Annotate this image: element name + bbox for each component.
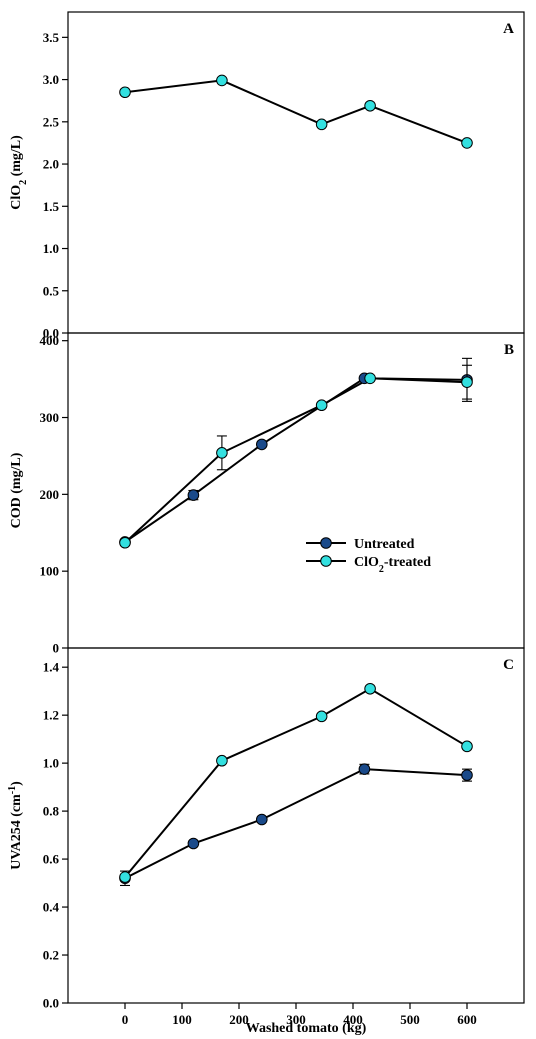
series-line-untreated [124,377,468,543]
y-tick-label: 3.0 [43,72,59,87]
y-tick-label: 1.4 [43,660,60,675]
x-tick-label: 300 [286,1012,306,1027]
y-axis-title: ClO2 (mg/L) [9,135,29,210]
y-tick-label: 2.0 [43,157,59,172]
data-point-untreated [256,813,268,826]
y-tick-label: 1.0 [43,756,59,771]
data-point-clo2_treated [364,682,376,695]
data-point-clo2_treated [461,137,473,149]
panel-c: 0.0 0.2 0.4 0.6 0.8 1.0 1.2 1.4 0 100 200 300 400 500… [7,647,525,1036]
data-point-clo2_treated [216,447,228,459]
y-axis-title: COD (mg/L) [9,452,24,528]
x-tick-label: 500 [400,1012,420,1027]
data-point-clo2_treated [315,118,328,131]
data-point-clo2_treated [119,86,131,99]
data-point-untreated [358,763,371,775]
y-tick-label: 0.2 [43,948,59,963]
data-point-clo2_treated [119,871,131,883]
y-tick-label: 0.6 [43,852,60,867]
y-tick-label: 0.0 [43,996,59,1011]
y-tick-label: 1.5 [43,199,60,214]
x-tick-label: 600 [457,1012,477,1027]
y-tick-label: 0.4 [43,900,60,915]
y-tick-label: 300 [40,410,60,425]
data-point-clo2_treated [461,740,473,753]
plot-frame [67,11,525,334]
legend-label-clo2_treated: ClO2-treated [354,555,431,575]
data-point-clo2_treated [315,399,328,412]
panel-a: 0.0 0.5 1.0 1.5 2.0 2.5 3.0 3.5 ClO2 (mg/L) A [9,11,525,341]
data-point-clo2_treated [315,710,328,723]
legend-label-untreated: Untreated [354,537,415,552]
y-tick-label: 0 [53,641,60,656]
series-line-clo2_treated [124,687,468,878]
legend-marker-clo2_treated [320,555,332,567]
plot-frame [67,647,525,1004]
panel-label: A [503,21,514,37]
data-point-clo2_treated [216,74,228,87]
y-tick-label: 400 [40,333,60,348]
series-line-untreated [124,768,468,880]
data-point-clo2_treated [119,536,131,549]
y-tick-label: 1.2 [43,708,59,723]
data-point-clo2_treated [364,99,376,112]
panel-label: B [504,342,514,358]
y-tick-label: 0.5 [43,283,60,298]
y-tick-label: 3.5 [43,30,60,45]
data-point-untreated [256,438,268,451]
y-tick-label: 100 [40,564,60,579]
panel-label: C [503,657,514,673]
y-tick-label: 1.0 [43,241,59,256]
data-point-untreated [461,769,473,781]
x-axis-title: Washed tomato (kg) [246,1021,367,1036]
y-tick-label: 0.8 [43,804,60,819]
data-point-untreated [187,489,200,501]
data-point-clo2_treated [364,372,376,385]
panel-b: 0 100 200 300 400 COD (mg/L) B Untreated ClO2-tr… [9,332,525,656]
series-line-clo2_treated [124,377,468,544]
x-tick-label: 0 [122,1012,129,1027]
y-tick-label: 0.0 [43,326,59,341]
series-line-clo2_treated [124,79,468,144]
data-point-clo2_treated [461,376,473,388]
y-axis-title: UVA254 (cm-1) [7,781,25,870]
x-tick-label: 200 [229,1012,249,1027]
x-tick-label: 100 [172,1012,192,1027]
data-point-clo2_treated [216,754,228,767]
y-tick-label: 200 [40,487,60,502]
data-point-untreated [187,837,200,850]
x-tick-label: 400 [343,1012,363,1027]
y-tick-label: 2.5 [43,114,60,129]
legend-marker-untreated [320,537,332,549]
